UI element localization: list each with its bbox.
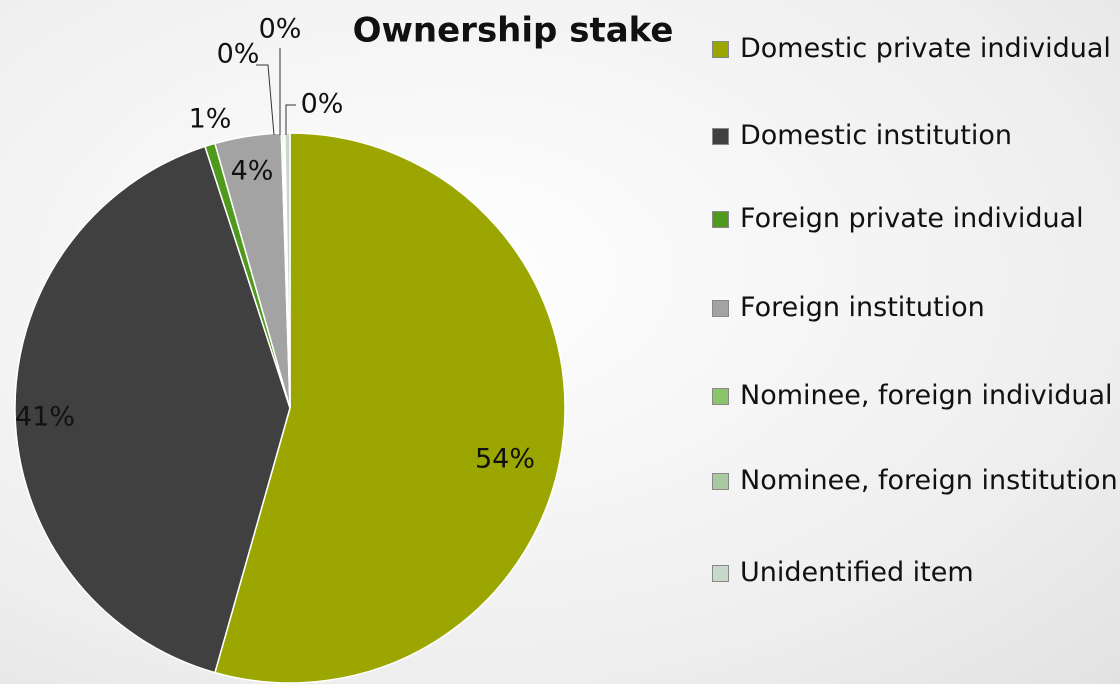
data-label: 1% — [189, 104, 232, 135]
legend-swatch — [712, 128, 729, 145]
legend-item: Foreign private individual — [712, 200, 1120, 237]
chart-title: Ownership stake — [353, 11, 674, 51]
data-label: 54% — [475, 444, 535, 475]
legend-label: Nominee, foreign individual — [740, 380, 1113, 411]
legend-item: Domestic private individual — [712, 30, 1120, 67]
legend-label: Foreign private individual — [740, 203, 1084, 234]
legend-swatch — [712, 41, 729, 58]
legend-item: Nominee, foreign individual — [712, 377, 1120, 414]
legend-swatch — [712, 211, 729, 228]
legend-label: Domestic private individual — [740, 33, 1111, 64]
legend-swatch — [712, 565, 729, 582]
legend-swatch — [712, 388, 729, 405]
data-label: 0% — [301, 89, 344, 120]
legend-item: Foreign institution — [712, 289, 1120, 326]
legend-label: Domestic institution — [740, 120, 1012, 151]
legend-item: Unidentified item — [712, 554, 1120, 591]
data-label: 4% — [231, 156, 274, 187]
legend-swatch — [712, 473, 729, 490]
legend-item: Domestic institution — [712, 117, 1120, 154]
legend-label: Unidentified item — [740, 557, 974, 588]
data-label: 0% — [259, 14, 302, 45]
legend-item: Nominee, foreign institution — [712, 462, 1120, 499]
legend-label: Foreign institution — [740, 292, 985, 323]
leader-line — [285, 104, 296, 135]
leader-line — [256, 64, 275, 136]
pie-slice — [14, 145, 291, 674]
legend-label: Nominee, foreign institution — [740, 465, 1118, 496]
pie-slice — [284, 132, 291, 409]
data-label: 41% — [15, 402, 75, 433]
pie-slice — [214, 132, 566, 684]
legend-swatch — [712, 300, 729, 317]
data-label: 0% — [217, 39, 260, 70]
